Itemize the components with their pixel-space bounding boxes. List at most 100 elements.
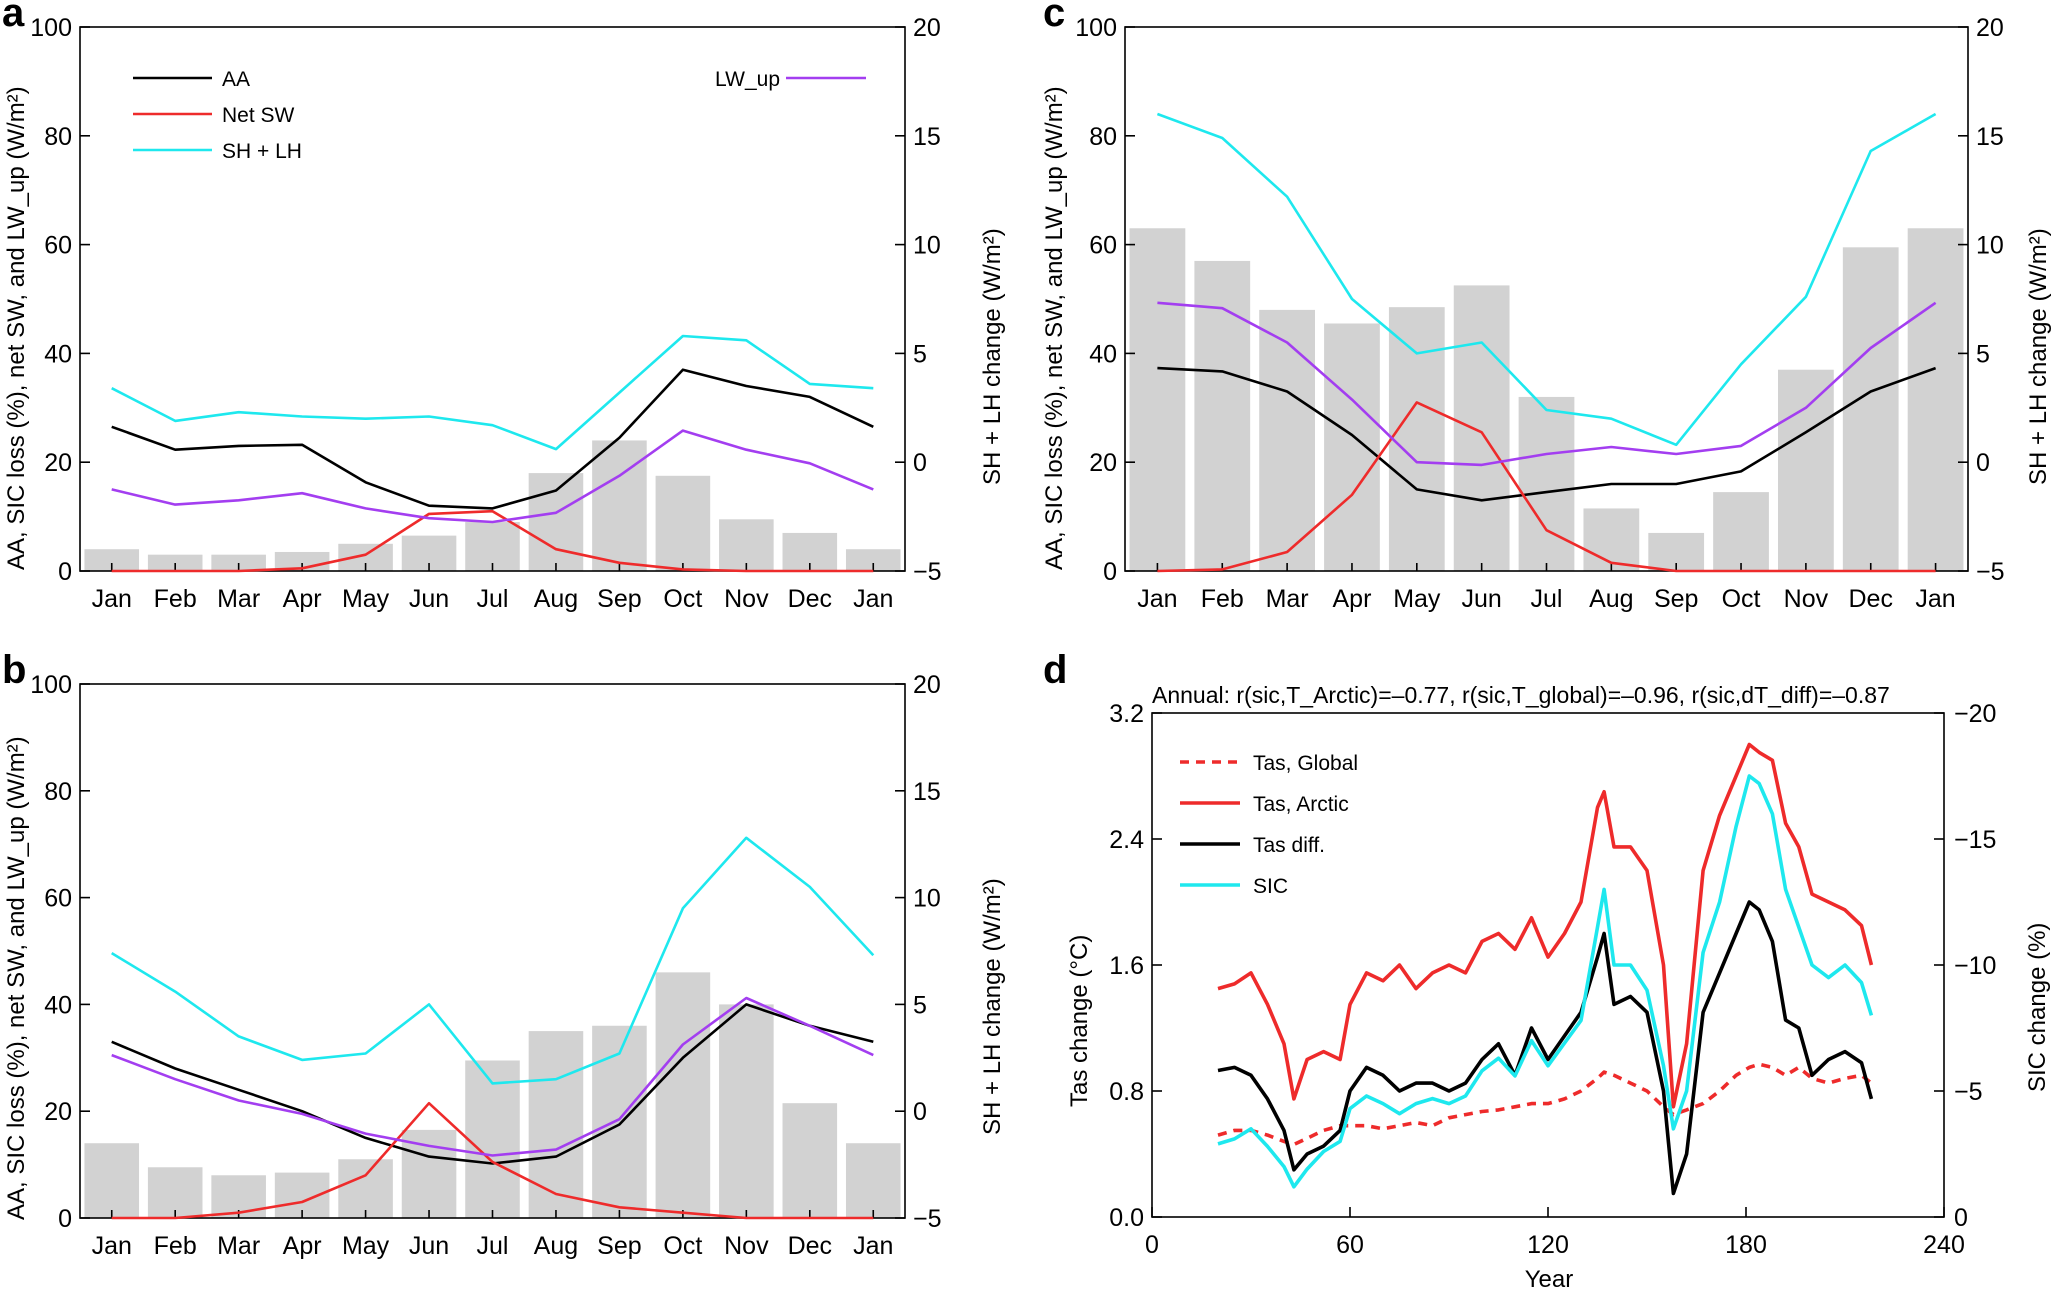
- bar-sic-loss-jan: [1129, 228, 1186, 571]
- series-aa: [111, 1003, 874, 1165]
- ytick-left-label: 60: [44, 885, 72, 913]
- ytick-left-label: 3.2: [1109, 700, 1144, 728]
- bar-sic-loss-aug: [528, 473, 584, 571]
- xtick-label-sep: Sep: [597, 585, 641, 613]
- bar-sic-loss-jul: [465, 1060, 520, 1218]
- ytick-left-label: 40: [44, 991, 72, 1019]
- legend-label-tas_diff: Tas diff.: [1253, 834, 1325, 857]
- xtick-label-apr: Apr: [1333, 585, 1372, 613]
- series-lw_up: [111, 429, 874, 524]
- ytick-right-label: −20: [1954, 700, 1996, 728]
- ytick-left-label: 0: [1103, 558, 1117, 586]
- bar-sic-loss-jan: [845, 1143, 901, 1218]
- bar-sic-loss-feb: [1194, 260, 1251, 571]
- bar-sic-loss-aug: [528, 1031, 584, 1218]
- plot-frame: [79, 26, 906, 572]
- bar-sic-loss-oct: [655, 972, 711, 1218]
- bar-sic-loss-oct: [1713, 492, 1769, 571]
- ytick-right-label: 0: [913, 1098, 927, 1126]
- bar-sic-loss-sep: [592, 440, 647, 571]
- xtick-label: 120: [1527, 1231, 1569, 1259]
- xtick-label-mar: Mar: [1266, 585, 1309, 613]
- panel-a: 0 20 40 60 80 100 −5 0 5 10 15 20 Jan Feb Mar Apr May Jun…: [30, 14, 941, 613]
- xtick-label-nov: Nov: [724, 585, 769, 613]
- ytick-right-label: 0: [1976, 449, 1990, 477]
- xtick-label-jan: Jan: [1137, 585, 1177, 613]
- panel-b-ylabel-right: SH + LH change (W/m²): [979, 878, 1006, 1135]
- legend-label-tas_global: Tas, Global: [1253, 752, 1358, 775]
- ytick-left-label: 100: [1075, 14, 1117, 42]
- panel-label-c: c: [1043, 0, 1065, 35]
- ytick-right-label: 5: [1976, 340, 1990, 368]
- bar-sic-loss-jan: [1907, 228, 1964, 571]
- xtick-label: 60: [1336, 1231, 1364, 1259]
- xtick-label-apr: Apr: [283, 585, 322, 613]
- panel-c-ylabel-right: SH + LH change (W/m²): [2025, 228, 2052, 485]
- ytick-right-label: 0: [913, 449, 927, 477]
- ytick-left-label: 20: [1089, 449, 1117, 477]
- series-lw_up: [111, 996, 874, 1157]
- bar-sic-loss-aug: [1583, 508, 1640, 571]
- ytick-right-label: −10: [1954, 952, 1996, 980]
- ytick-right-label: 10: [913, 885, 941, 913]
- series-tas_arctic: [1217, 742, 1874, 1109]
- ytick-left-label: 60: [44, 232, 72, 260]
- ytick-left-label: 0.0: [1109, 1204, 1144, 1232]
- bar-sic-loss-mar: [211, 554, 266, 571]
- xtick-label: 240: [1923, 1231, 1965, 1259]
- xtick-label-jan: Jan: [92, 1232, 132, 1260]
- xtick-label-jul: Jul: [477, 585, 509, 613]
- series-net_sw: [111, 1101, 874, 1220]
- xtick-label-jun: Jun: [409, 1232, 449, 1260]
- ytick-right-label: 20: [913, 14, 941, 42]
- panel-d-xlabel: Year: [1525, 1266, 1574, 1289]
- legend-label-sic: SIC: [1253, 875, 1288, 898]
- ytick-left-label: 80: [44, 778, 72, 806]
- xtick-label-mar: Mar: [217, 585, 260, 613]
- ytick-left-label: 2.4: [1109, 826, 1144, 854]
- xtick-label-jan: Jan: [92, 585, 132, 613]
- legend-label-aa: AA: [222, 68, 250, 91]
- ytick-left-label: 0: [58, 1205, 72, 1233]
- xtick-label-feb: Feb: [154, 1232, 197, 1260]
- xtick-label-nov: Nov: [1784, 585, 1829, 613]
- xtick-label-apr: Apr: [283, 1232, 322, 1260]
- xtick-label: 0: [1145, 1231, 1159, 1259]
- bar-sic-loss-may: [338, 1159, 393, 1218]
- series-net_sw: [1157, 401, 1936, 573]
- xtick-label-sep: Sep: [1654, 585, 1698, 613]
- bar-sic-loss-dec: [782, 1103, 838, 1218]
- ytick-left-label: 0.8: [1109, 1078, 1144, 1106]
- ytick-left-label: 80: [1089, 123, 1117, 151]
- panel-b: 0 20 40 60 80 100 −5 0 5 10 15 20 Jan Feb Mar Apr May Jun…: [30, 671, 941, 1260]
- ytick-left-label: 1.6: [1109, 952, 1144, 980]
- ytick-right-label: 10: [1976, 232, 2004, 260]
- xtick-label-oct: Oct: [1722, 585, 1761, 613]
- ytick-right-label: 15: [913, 778, 941, 806]
- legend-label-net_sw: Net SW: [222, 104, 295, 127]
- panel-label-a: a: [2, 0, 25, 35]
- xtick-label-nov: Nov: [724, 1232, 769, 1260]
- xtick-label-jul: Jul: [1531, 585, 1563, 613]
- bar-sic-loss-sep: [592, 1025, 647, 1218]
- series-shlh: [111, 334, 874, 451]
- panel-label-b: b: [2, 648, 26, 692]
- xtick-label-jan: Jan: [853, 585, 893, 613]
- xtick-label-oct: Oct: [663, 1232, 702, 1260]
- xtick-label-jul: Jul: [477, 1232, 509, 1260]
- bar-sic-loss-dec: [1842, 247, 1899, 571]
- ytick-left-label: 40: [44, 340, 72, 368]
- xtick-label-sep: Sep: [597, 1232, 641, 1260]
- xtick-label-jun: Jun: [1461, 585, 1501, 613]
- panel-c-ylabel-left: AA, SIC loss (%), net SW, and LW_up (W/m…: [1041, 86, 1068, 570]
- xtick-label-feb: Feb: [154, 585, 197, 613]
- bar-sic-loss-apr: [1324, 323, 1380, 571]
- ytick-left-label: 100: [30, 14, 72, 42]
- ytick-right-label: −15: [1954, 826, 1996, 854]
- xtick-label-dec: Dec: [1848, 585, 1892, 613]
- bar-sic-loss-nov: [719, 1004, 774, 1218]
- xtick-label-feb: Feb: [1201, 585, 1244, 613]
- xtick-label-may: May: [1393, 585, 1441, 613]
- xtick-label-dec: Dec: [788, 585, 832, 613]
